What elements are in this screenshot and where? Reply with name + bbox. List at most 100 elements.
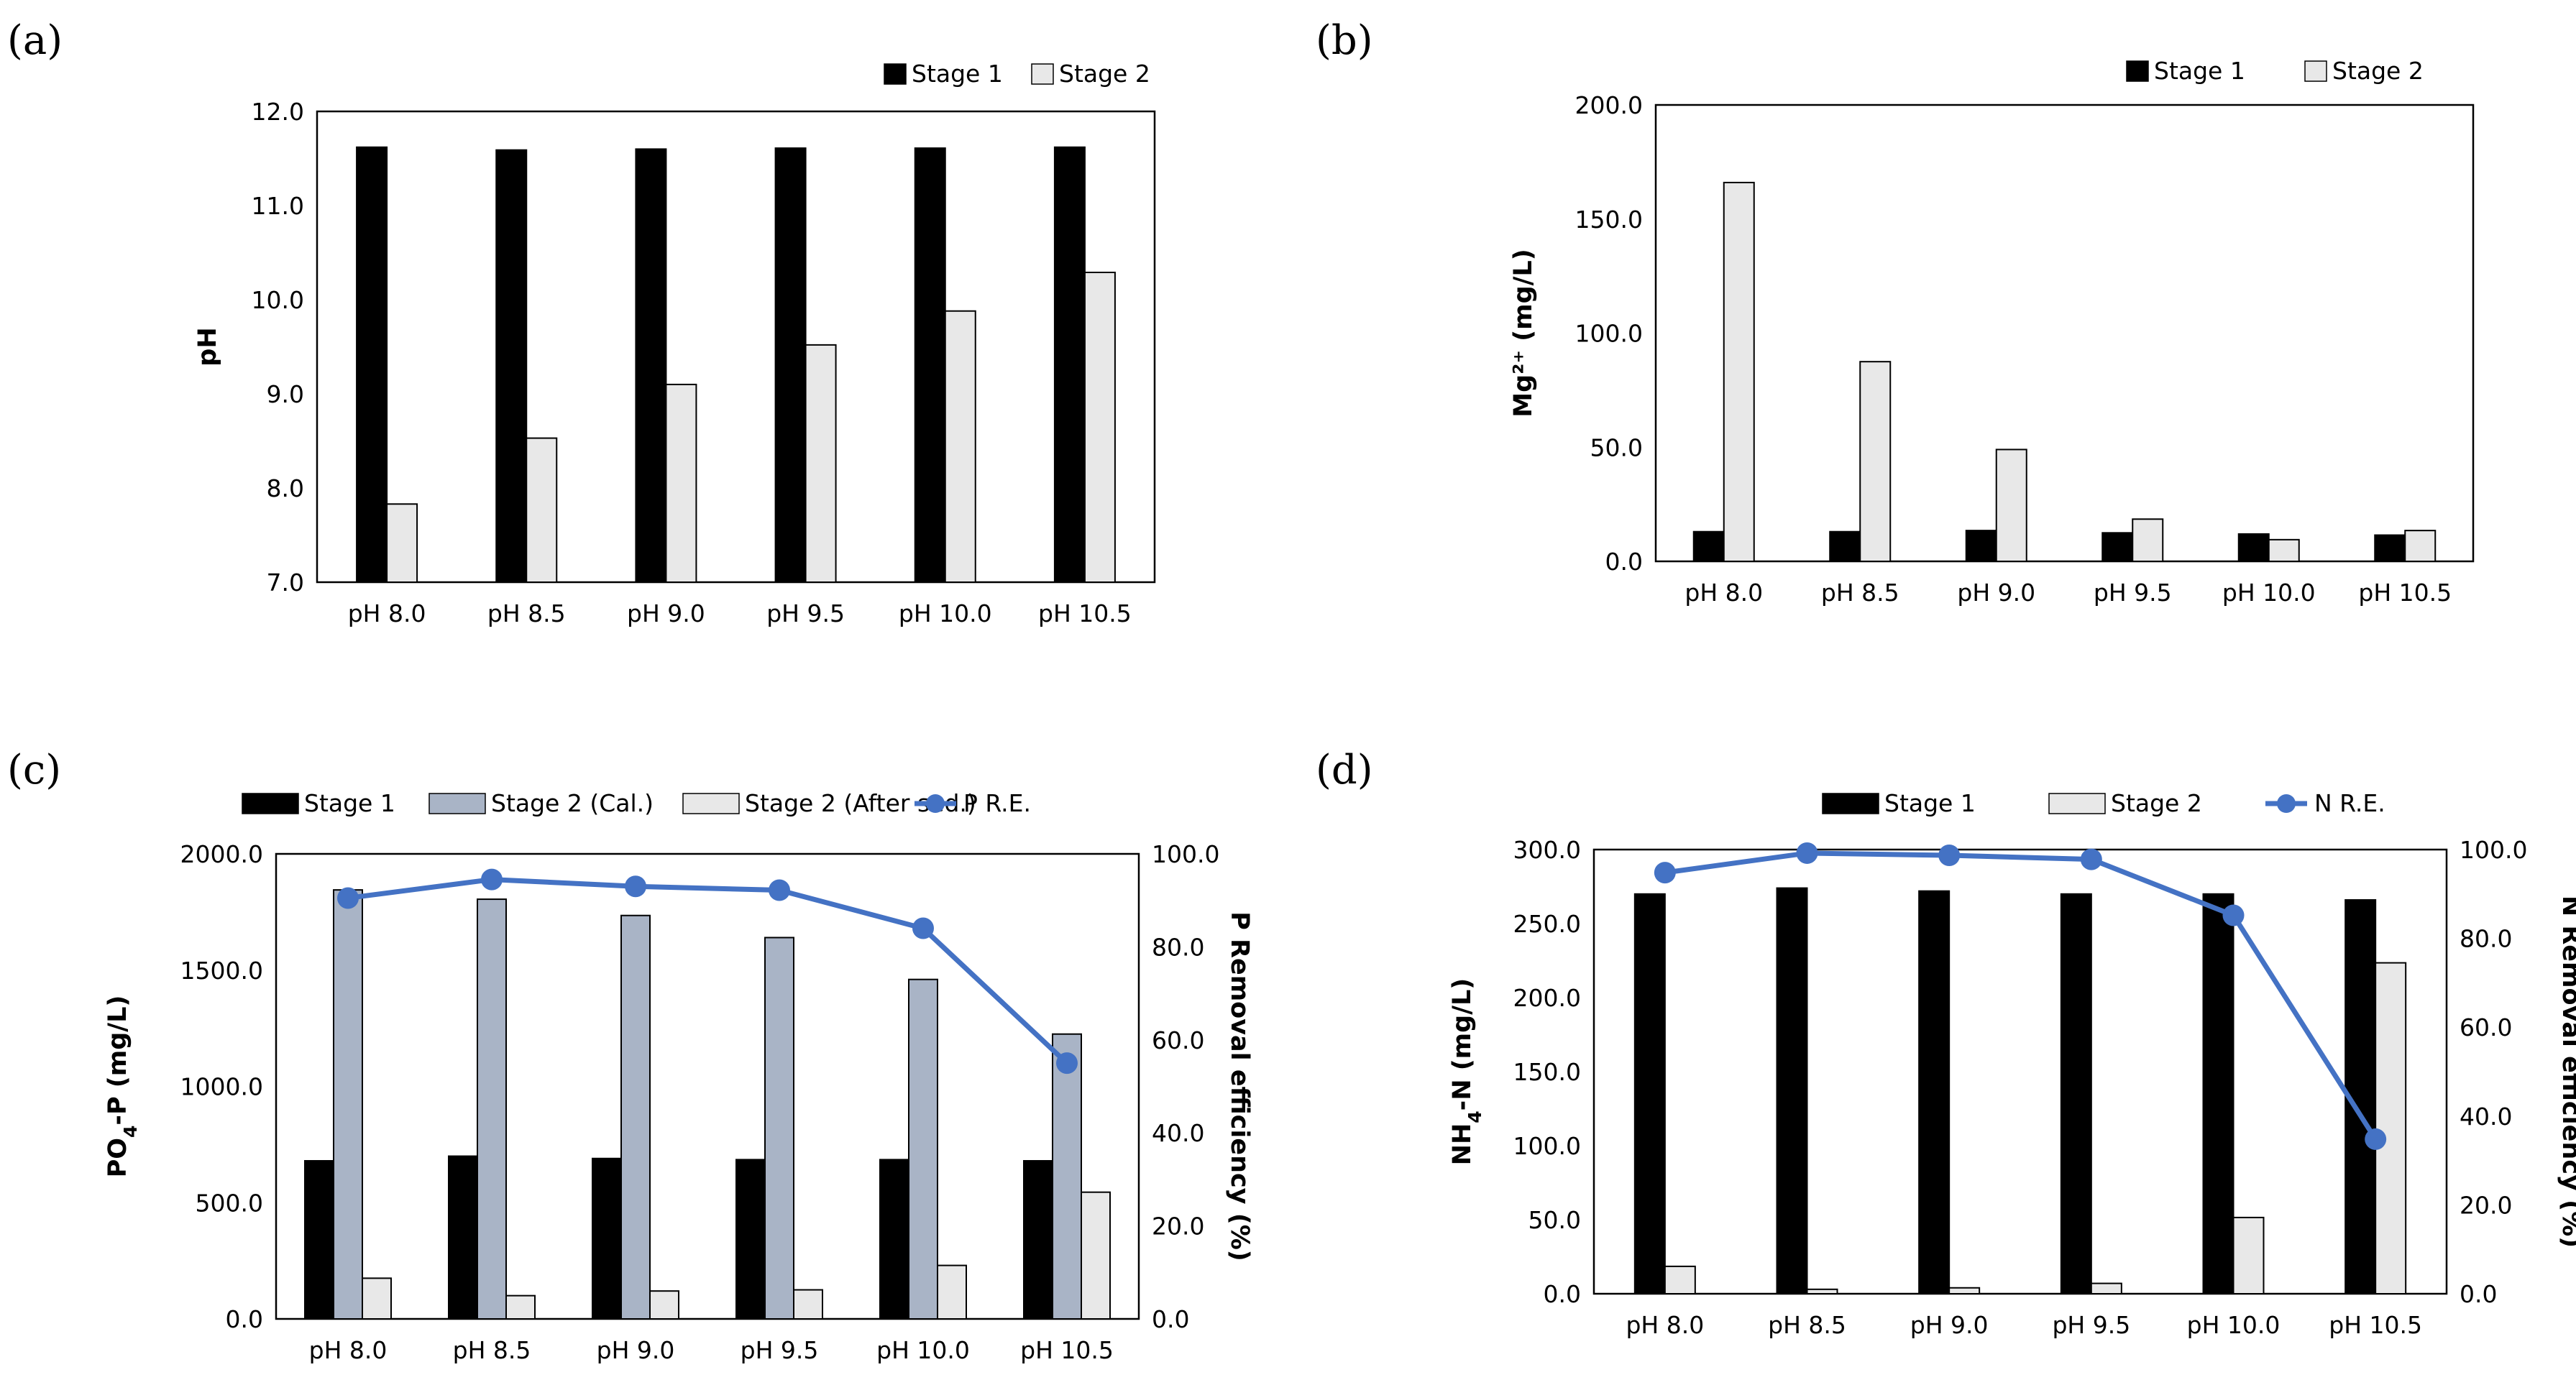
legend-marker [2277, 794, 2296, 813]
series-line [1664, 850, 2378, 1141]
chart-panel-3: (d) 0.0 50.0 100.0 150.0 200.0 250.0 300.0 0.0 20… [1316, 747, 2576, 1339]
y2-tick-label: 0.0 [1152, 1305, 1189, 1333]
y2-axis-title: N Removal efficiency (%) [2557, 896, 2576, 1248]
bar [2404, 530, 2437, 563]
bar [505, 1294, 536, 1320]
x-tick-label: pH 8.0 [1685, 579, 1763, 607]
bar [356, 146, 388, 583]
legend-marker [926, 794, 945, 813]
y-tick-label: 10.0 [252, 286, 304, 314]
y-tick-label: 11.0 [252, 192, 304, 220]
y-axis-title-sub: 4 [120, 1126, 141, 1138]
y-tick-label: 50.0 [1528, 1206, 1581, 1234]
y2-tick-label: 20.0 [2460, 1191, 2512, 1219]
legend-swatch [428, 793, 486, 814]
y-tick-label: 250.0 [1513, 910, 1581, 938]
bar [649, 1290, 679, 1320]
bar [1053, 146, 1086, 583]
plot-frame [1592, 848, 2448, 1295]
y2-tick-label: 80.0 [2460, 925, 2512, 953]
plot-frame [1654, 104, 2475, 563]
y2-tick-label: 100.0 [1152, 840, 1219, 868]
y-tick-label: 300.0 [1513, 836, 1581, 864]
plot-frame [316, 110, 1156, 584]
panel-label: (d) [1316, 747, 1373, 794]
series-point [1796, 842, 1818, 864]
x-tick-label: pH 10.5 [2358, 579, 2452, 607]
y-tick-label: 0.0 [1544, 1280, 1581, 1308]
panel-label: (c) [7, 747, 61, 794]
legend-label: N R.E. [2314, 789, 2385, 817]
plot-frame [275, 852, 1140, 1320]
series-point [912, 917, 934, 939]
series-point [337, 887, 359, 909]
y-tick-label: 1500.0 [180, 957, 263, 985]
bar [908, 978, 938, 1320]
y-axis-title-rest: -N (mg/L) [1448, 978, 1477, 1111]
bar [592, 1157, 622, 1320]
y-tick-label: 12.0 [252, 98, 304, 126]
y-axis-title: PO4-P (mg/L) [104, 995, 141, 1178]
y-tick-label: 9.0 [267, 380, 304, 408]
legend-label: Stage 2 [2332, 57, 2424, 85]
legend-swatch [1031, 63, 1054, 85]
bar [764, 937, 794, 1320]
bar [1859, 361, 1892, 562]
y2-tick-label: 40.0 [2460, 1103, 2512, 1131]
bar [495, 149, 528, 583]
y-axis-title-rest: -P (mg/L) [104, 995, 132, 1126]
bar [2374, 534, 2406, 562]
bar [937, 1264, 967, 1320]
bar [774, 147, 807, 583]
bar [1806, 1288, 1838, 1294]
y-axis-title: NH4-N (mg/L) [1448, 978, 1485, 1166]
y2-tick-label: 60.0 [1152, 1026, 1204, 1054]
chart-panel-1: (b) 0.0 50.0 100.0 150.0 200.0 pH 8.0 pH 8.5 pH … [1316, 17, 2475, 607]
x-tick-label: pH 9.0 [627, 599, 705, 627]
x-tick-label: pH 8.0 [1626, 1311, 1704, 1339]
bar [914, 147, 946, 583]
y-tick-label: 100.0 [1513, 1132, 1581, 1160]
bar [1918, 890, 1951, 1295]
chart-panel-0: (a) 7.0 8.0 9.0 10.0 11.0 12.0 pH 8.0 pH 8.5 pH 9… [7, 17, 1156, 627]
x-tick-label: pH 9.5 [2094, 579, 2172, 607]
panel-label: (b) [1316, 17, 1373, 64]
y2-tick-label: 60.0 [2460, 1013, 2512, 1041]
y-axis-title-main: PO [104, 1138, 132, 1177]
bar [1633, 893, 1666, 1295]
y-tick-label: 1000.0 [180, 1073, 263, 1101]
y2-tick-label: 20.0 [1152, 1213, 1204, 1241]
x-tick-label: pH 10.5 [1038, 599, 1132, 627]
legend-swatch [682, 793, 740, 814]
x-tick-label: pH 8.5 [1821, 579, 1899, 607]
y2-tick-label: 0.0 [2460, 1280, 2497, 1308]
series-point [769, 879, 790, 901]
bar [2090, 1282, 2122, 1294]
bar [2060, 893, 2092, 1295]
legend-label: Stage 1 [304, 789, 395, 817]
x-tick-label: pH 10.0 [899, 599, 992, 627]
x-tick-label: pH 10.0 [2187, 1311, 2281, 1339]
series-point [1938, 845, 1961, 867]
legend-swatch [884, 63, 907, 85]
bar [333, 889, 363, 1320]
legend-swatch [2304, 60, 2327, 82]
bar [1995, 448, 2027, 562]
x-tick-label: pH 8.5 [453, 1336, 531, 1364]
series-point [625, 875, 646, 898]
bar [1948, 1287, 1981, 1295]
x-tick-label: pH 10.5 [1020, 1336, 1114, 1364]
x-tick-label: pH 9.0 [1910, 1311, 1989, 1339]
series-point [1654, 862, 1676, 884]
bar [2375, 962, 2407, 1294]
legend-swatch [1822, 793, 1879, 814]
x-tick-label: pH 9.5 [766, 599, 845, 627]
y2-tick-label: 80.0 [1152, 933, 1204, 961]
series-line [347, 877, 1069, 1065]
legend-swatch [2048, 793, 2106, 814]
bar [1023, 1160, 1053, 1320]
x-tick-label: pH 9.5 [2052, 1311, 2130, 1339]
series-point [2365, 1128, 2387, 1150]
legend-label: Stage 1 [2154, 57, 2245, 85]
